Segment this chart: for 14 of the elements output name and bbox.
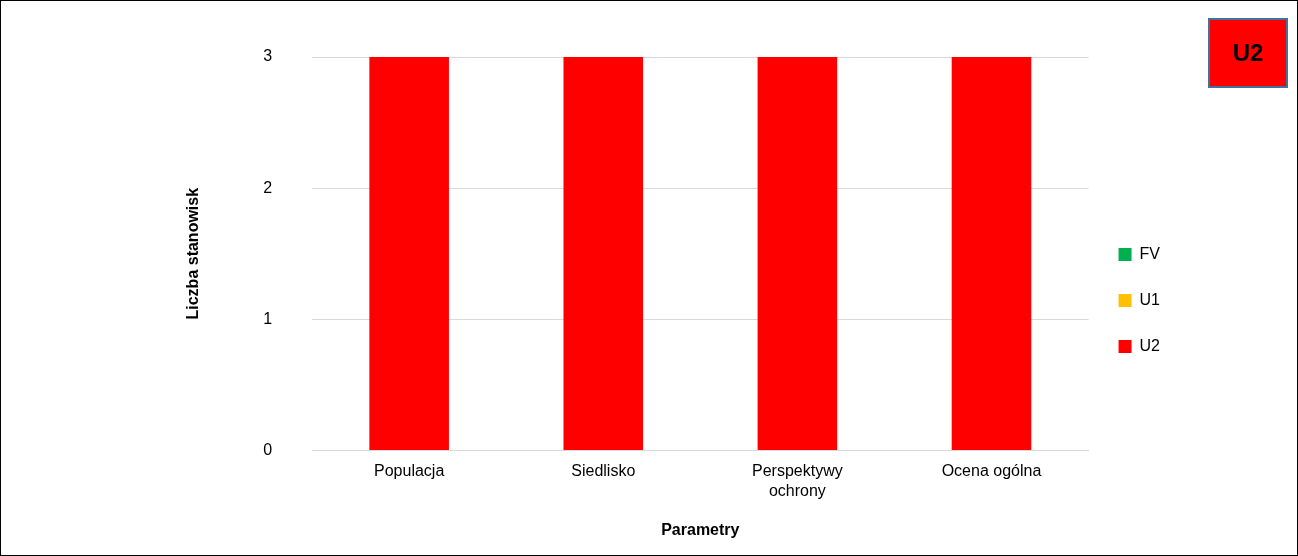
y-tick-label: 3 <box>263 47 273 65</box>
x-tick-label: Ocena ogólna <box>941 462 1042 480</box>
y-axis-title: Liczba stanowisk <box>184 187 202 320</box>
text: U2 <box>1208 18 1288 88</box>
y-tick-label: 2 <box>263 178 273 196</box>
legend-label: U1 <box>1139 290 1161 308</box>
y-tick-label: 1 <box>263 309 273 327</box>
y-tick-label: 0 <box>263 440 273 458</box>
x-tick-label: Populacja <box>374 462 445 480</box>
x-axis-title: Parametry <box>661 520 740 538</box>
legend-label: U2 <box>1139 336 1161 354</box>
x-tick-label: Perspektywy ochrony <box>752 462 843 499</box>
x-tick-label: Siedlisko <box>571 462 636 480</box>
legend-label: FV <box>1139 244 1161 262</box>
